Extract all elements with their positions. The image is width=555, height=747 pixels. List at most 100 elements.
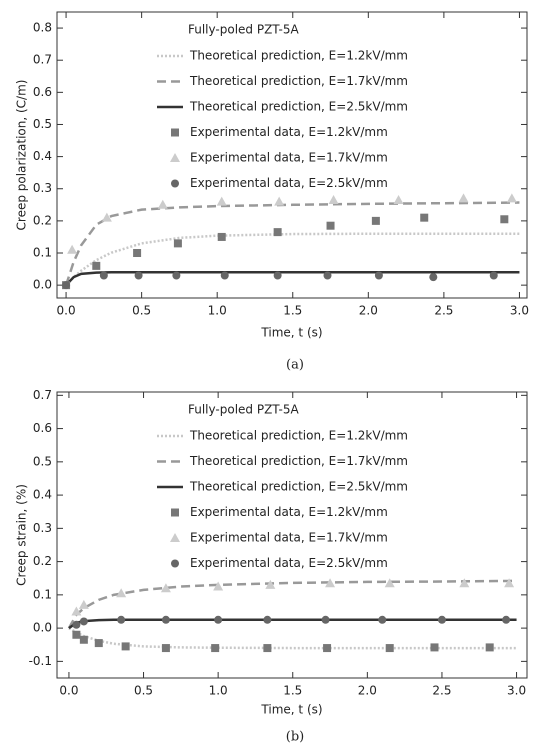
- plot-frame: [56, 11, 528, 299]
- legend-symbol: [170, 533, 180, 542]
- legend-label: Experimental data, E=1.2kV/mm: [190, 505, 388, 519]
- data-point: [420, 213, 429, 222]
- caption: (a): [286, 358, 304, 373]
- data-point: [101, 212, 112, 222]
- x-axis-label: Time, t (s): [260, 326, 322, 340]
- data-point: [213, 581, 224, 591]
- x-tick-label: 1.0: [208, 304, 227, 318]
- data-point: [323, 271, 332, 280]
- y-tick-label: 0.6: [33, 421, 52, 435]
- data-point: [429, 273, 438, 282]
- legend-symbol: [171, 508, 179, 517]
- data-point: [374, 271, 383, 280]
- data-point: [325, 578, 336, 588]
- data-point: [99, 271, 108, 280]
- y-tick-label: 0.5: [33, 117, 52, 131]
- x-tick-label: 2.5: [432, 684, 451, 698]
- y-tick-label: 0.1: [33, 246, 52, 260]
- data-point: [161, 615, 170, 624]
- data-point: [67, 244, 78, 254]
- data-line: [65, 271, 520, 287]
- data-point: [172, 271, 181, 280]
- legend-label: Theoretical prediction, E=1.2kV/mm: [189, 429, 408, 443]
- data-point: [321, 615, 330, 624]
- legend-symbol: [171, 559, 179, 568]
- data-point: [504, 578, 515, 588]
- data-point: [459, 578, 470, 588]
- data-point: [117, 615, 126, 624]
- legend-title: Fully-poled PZT-5A: [188, 403, 299, 417]
- data-point: [437, 615, 446, 624]
- legend-label: Experimental data, E=1.7kV/mm: [190, 531, 388, 545]
- y-tick-label: 0.2: [33, 554, 52, 568]
- data-point: [273, 271, 282, 280]
- x-tick-label: 0.0: [59, 684, 78, 698]
- data-point: [263, 644, 272, 653]
- data-point: [173, 239, 182, 248]
- data-point: [220, 271, 229, 280]
- x-axis-label: Time, t (s): [260, 703, 322, 717]
- data-point: [62, 281, 71, 290]
- y-tick-label: 0.1: [33, 587, 52, 601]
- data-line: [65, 232, 520, 287]
- data-point: [328, 194, 339, 204]
- legend-label: Theoretical prediction, E=1.7kV/mm: [189, 454, 408, 468]
- x-tick-label: 2.5: [434, 304, 453, 318]
- legend-symbol: [171, 179, 179, 188]
- data-point: [273, 228, 282, 237]
- data-point: [211, 644, 220, 653]
- y-tick-label: 0.7: [33, 53, 52, 67]
- data-line: [68, 618, 517, 630]
- data-point: [157, 199, 168, 209]
- y-tick-label: 0.4: [33, 149, 52, 163]
- x-tick-label: 0.5: [132, 304, 151, 318]
- data-point: [274, 196, 285, 206]
- data-point: [458, 193, 469, 203]
- y-tick-label: 0.0: [33, 621, 52, 635]
- data-point: [489, 271, 498, 280]
- x-tick-label: 3.0: [510, 304, 529, 318]
- y-tick-label: 0.7: [33, 388, 52, 402]
- legend-label: Experimental data, E=1.7kV/mm: [190, 151, 388, 165]
- data-point: [217, 232, 226, 241]
- data-point: [92, 261, 101, 270]
- data-point: [121, 642, 130, 651]
- caption: (b): [286, 730, 304, 745]
- data-line: [68, 627, 517, 650]
- data-point: [506, 193, 517, 203]
- data-point: [72, 620, 81, 629]
- legend-label: Theoretical prediction, E=1.2kV/mm: [189, 49, 408, 63]
- data-point: [265, 579, 276, 589]
- data-line: [67, 579, 517, 629]
- data-point: [384, 578, 395, 588]
- y-tick-label: 0.0: [33, 278, 52, 292]
- data-point: [72, 630, 81, 639]
- y-tick-label: 0.3: [33, 521, 52, 535]
- data-point: [502, 615, 511, 624]
- y-tick-label: 0.3: [33, 181, 52, 195]
- data-point: [216, 196, 227, 206]
- y-axis-label: Creep polarization, (C/m): [15, 80, 29, 231]
- legend-title: Fully-poled PZT-5A: [188, 23, 299, 37]
- x-tick-label: 2.0: [359, 304, 378, 318]
- data-point: [263, 615, 272, 624]
- data-line: [64, 201, 520, 286]
- data-point: [393, 194, 404, 204]
- data-point: [385, 644, 394, 653]
- y-tick-label: 0.6: [33, 85, 52, 99]
- legend-label: Theoretical prediction, E=1.7kV/mm: [189, 74, 408, 88]
- data-point: [214, 615, 223, 624]
- data-point: [323, 644, 332, 653]
- data-point: [485, 643, 494, 652]
- x-tick-label: 1.5: [283, 684, 302, 698]
- x-tick-label: 3.0: [507, 684, 526, 698]
- x-tick-label: 1.5: [283, 304, 302, 318]
- legend-symbol: [170, 153, 180, 162]
- y-axis-label: Creep strain, (%): [15, 484, 29, 586]
- data-point: [378, 615, 387, 624]
- x-tick-label: 0.0: [57, 304, 76, 318]
- data-point: [71, 606, 82, 616]
- data-point: [78, 599, 89, 609]
- data-point: [79, 635, 88, 644]
- y-tick-label: -0.1: [29, 654, 52, 668]
